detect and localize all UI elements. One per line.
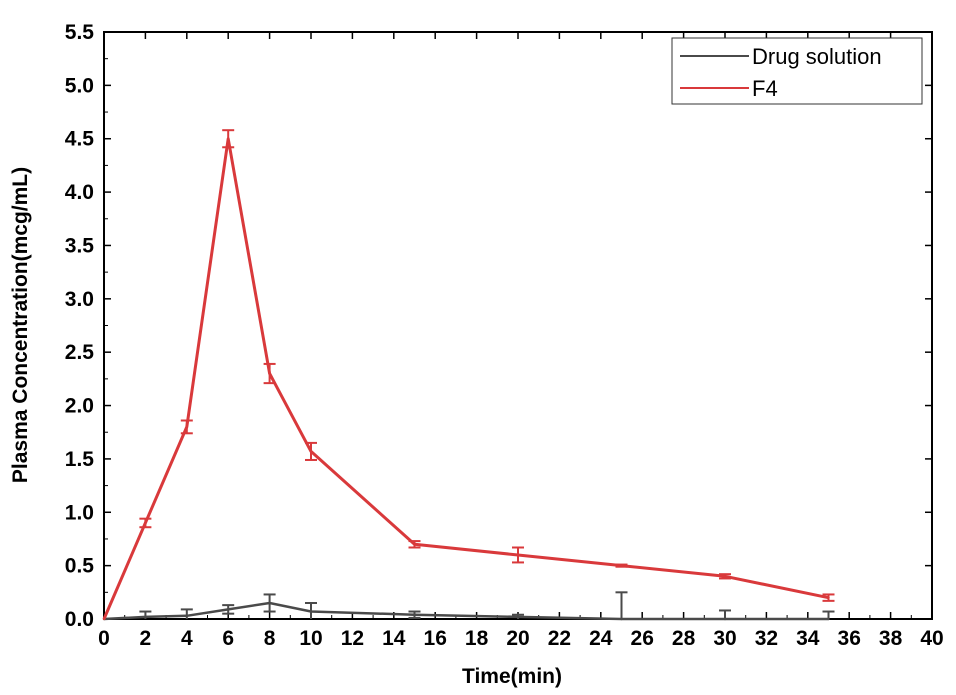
data-point-drug-solution xyxy=(620,617,623,621)
x-tick-label: 0 xyxy=(98,627,110,650)
data-point-f4 xyxy=(827,596,830,599)
data-point-f4 xyxy=(144,521,147,525)
x-tick-label: 8 xyxy=(264,627,276,650)
data-point-f4 xyxy=(268,372,271,375)
legend-label-drug-solution: Drug solution xyxy=(752,44,882,69)
data-point-f4 xyxy=(227,137,230,140)
x-tick-label: 14 xyxy=(382,627,406,650)
y-tick-label: 1.5 xyxy=(65,448,95,471)
x-tick-label: 38 xyxy=(879,627,903,650)
x-tick-label: 12 xyxy=(341,627,364,650)
data-point-drug-solution xyxy=(413,613,416,616)
plot-frame xyxy=(103,31,933,620)
x-axis-title: Time(min) xyxy=(462,665,562,688)
data-point-drug-solution xyxy=(227,608,230,611)
x-tick-label: 36 xyxy=(838,627,861,650)
x-tick-label: 18 xyxy=(465,627,489,650)
data-point-f4 xyxy=(185,425,188,429)
legend: Drug solution F4 xyxy=(671,37,923,105)
data-point-drug-solution xyxy=(144,615,147,619)
data-point-drug-solution xyxy=(827,617,830,621)
data-point-f4 xyxy=(723,575,727,578)
x-axis: 0 2 4 6 8 10 12 14 16 18 20 22 24 26 28 30 32 34 36 38 40 xyxy=(98,32,944,650)
y-tick-label: 4.0 xyxy=(65,181,94,204)
data-point-drug-solution xyxy=(723,617,727,621)
legend-box xyxy=(671,37,923,105)
x-tick-label: 20 xyxy=(506,627,529,650)
y-tick-label: 1.0 xyxy=(65,501,94,524)
y-tick-label: 4.5 xyxy=(65,128,95,151)
y-tick-label: 0.0 xyxy=(65,608,94,631)
y-tick-label: 3.0 xyxy=(65,288,94,311)
data-point-drug-solution xyxy=(516,615,520,619)
x-tick-label: 10 xyxy=(299,627,322,650)
data-point-drug-solution xyxy=(309,610,313,613)
y-tick-label: 2.0 xyxy=(65,395,94,418)
data-point-f4 xyxy=(309,450,313,453)
x-tick-label: 28 xyxy=(672,627,696,650)
data-point-f4 xyxy=(413,543,416,546)
x-tick-label: 16 xyxy=(424,627,447,650)
y-tick-label: 2.5 xyxy=(65,341,95,364)
x-tick-label: 22 xyxy=(548,627,571,650)
x-tick-label: 24 xyxy=(589,627,613,650)
y-tick-label: 0.5 xyxy=(65,555,95,578)
x-tick-label: 30 xyxy=(713,627,736,650)
x-tick-label: 32 xyxy=(755,627,778,650)
x-tick-label: 6 xyxy=(222,627,234,650)
y-axis: 0.0 0.5 1.0 1.5 2.0 2.5 3.0 3.5 4.0 4.5 5.0 5.5 xyxy=(65,21,932,631)
data-point-drug-solution xyxy=(185,614,188,617)
legend-label-f4: F4 xyxy=(752,76,778,101)
series-line-f4 xyxy=(102,137,829,620)
x-tick-label: 4 xyxy=(181,627,193,650)
x-tick-label: 40 xyxy=(920,627,943,650)
y-tick-label: 5.5 xyxy=(65,21,95,44)
series-layer xyxy=(102,129,835,621)
data-point-drug-solution xyxy=(268,601,271,605)
x-tick-label: 34 xyxy=(796,627,820,650)
y-tick-label: 5.0 xyxy=(65,74,94,97)
x-tick-label: 26 xyxy=(631,627,654,650)
y-axis-title: Plasma Concentration(mcg/mL) xyxy=(9,167,32,483)
y-tick-label: 3.5 xyxy=(65,234,95,257)
data-point-f4 xyxy=(620,564,623,567)
x-tick-label: 2 xyxy=(140,627,152,650)
data-point-f4 xyxy=(102,617,106,621)
data-point-f4 xyxy=(516,553,520,557)
